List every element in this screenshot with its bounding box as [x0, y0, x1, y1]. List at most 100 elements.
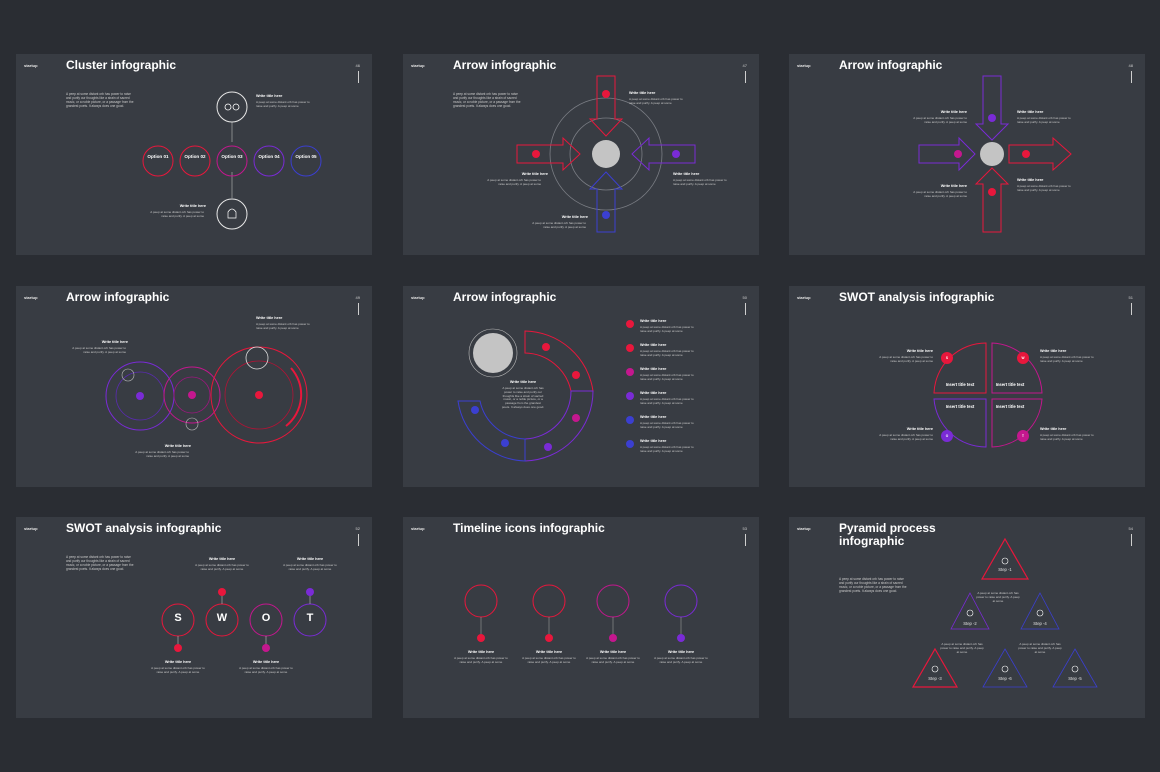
write-title: Write title here: [509, 380, 537, 384]
bell-icon: [664, 584, 698, 618]
swot-letter-w: W: [216, 612, 228, 624]
bell-icon: [931, 665, 939, 673]
slide-title: Arrow infographic: [453, 58, 557, 72]
brand-label: startup: [24, 295, 38, 300]
write-body: A peep at some distant orb has power to …: [72, 346, 126, 354]
write-title: Write title here: [467, 650, 495, 654]
slide-paragraph: A peep at some distant orb has power to …: [66, 555, 134, 571]
write-title: Write title here: [256, 94, 283, 98]
brand-label: startup: [797, 526, 811, 531]
write-body: A peep at some distant orb has power to …: [640, 445, 694, 453]
write-title: Write title here: [1017, 178, 1044, 182]
write-title: Write title here: [640, 367, 667, 371]
page-number: 53: [742, 526, 747, 531]
page-divider: [358, 71, 359, 83]
slide-arrow-48[interactable]: startup 48 Arrow infographic Write title…: [789, 54, 1145, 255]
write-body: A peep at some distant orb has power to …: [673, 178, 727, 186]
cluster-diagram: [142, 91, 322, 230]
write-body: A peep at some distant orb has power to …: [640, 397, 694, 405]
write-title: Write title here: [599, 650, 627, 654]
write-body: A peep at some distant orb has power to …: [640, 373, 694, 381]
page-number: 48: [1128, 63, 1133, 68]
step-1-label: Step -1: [998, 567, 1012, 572]
write-body: A peep at some distant orb has power to …: [640, 421, 694, 429]
write-body: A peep at some distant orb has power to …: [879, 433, 933, 441]
write-body: A peep at some distant orb has power to …: [151, 666, 205, 674]
insert-title-3: Insert title text: [945, 404, 975, 409]
slide-title: Arrow infographic: [66, 290, 170, 304]
write-title: Write title here: [640, 319, 667, 323]
write-title: Write title here: [101, 340, 128, 344]
write-body: A peep at some distant orb has power to …: [239, 666, 293, 674]
write-body: A peep at some distant orb has power to …: [640, 325, 694, 333]
slide-cluster[interactable]: startup 46 Cluster infographic A peep at…: [16, 54, 372, 255]
write-title: Write title here: [667, 650, 695, 654]
write-title: Write title here: [535, 650, 563, 654]
slide-title: Cluster infographic: [66, 58, 177, 72]
write-body: A peep at some distant orb has power to …: [150, 210, 204, 218]
brain-icon: [980, 142, 1004, 166]
pencil-icon: [532, 584, 566, 618]
slide-swot-51[interactable]: startup 51 SWOT analysis infographic S W…: [789, 286, 1145, 487]
slide-arrow-49[interactable]: startup 49 Arrow infographic Write title…: [16, 286, 372, 487]
page-divider: [745, 303, 746, 315]
write-title: Write title here: [1040, 349, 1067, 353]
step-2-label: Step -2: [963, 621, 977, 626]
write-body: A peep at some distant orb has power to …: [135, 450, 189, 458]
write-title: Write title here: [561, 215, 588, 219]
pencil-icon: [245, 346, 269, 370]
write-title: Write title here: [640, 439, 667, 443]
write-title: Write title here: [640, 415, 667, 419]
write-title: Write title here: [940, 184, 967, 188]
swot-o-badge: O: [945, 434, 949, 438]
page-number: 49: [355, 295, 360, 300]
write-title: Write title here: [521, 172, 548, 176]
write-title: Write title here: [208, 557, 236, 561]
page-number: 50: [742, 295, 747, 300]
binoculars-icon: [1001, 557, 1009, 565]
write-body: A peep at some distant orb has power to …: [256, 100, 310, 108]
write-title: Write title here: [673, 172, 700, 176]
page-divider: [1131, 71, 1132, 83]
slide-arrow-50[interactable]: startup 50 Arrow infographic Write title…: [403, 286, 759, 487]
step-5-label: Step -5: [1068, 676, 1082, 681]
slide-pyramid-54[interactable]: startup 54 Pyramid process infographic A…: [789, 517, 1145, 718]
write-body: A peep at some distant orb has power to …: [522, 656, 576, 664]
lightbulb-icon: [185, 417, 199, 431]
slide-title: SWOT analysis infographic: [839, 290, 995, 304]
page-number: 47: [742, 63, 747, 68]
bell-icon: [121, 368, 135, 382]
write-title: Write title here: [252, 660, 280, 664]
write-body: A peep at some distant orb has power to …: [1040, 355, 1094, 363]
bell-icon: [216, 198, 248, 230]
write-title: Write title here: [164, 444, 191, 448]
write-title: Write title here: [940, 110, 967, 114]
slide-timeline-53[interactable]: startup 53 Timeline icons infographic Wr…: [403, 517, 759, 718]
page-number: 54: [1128, 526, 1133, 531]
slide-title: Timeline icons infographic: [453, 521, 605, 535]
write-body: A peep at some distant orb has power to …: [586, 656, 640, 664]
brand-label: startup: [797, 295, 811, 300]
swot-w-badge: W: [1021, 356, 1025, 360]
slide-paragraph: A peep at some distant orb has power to …: [839, 577, 907, 593]
arrow-arc-diagram: [457, 320, 634, 462]
write-title: Write title here: [1040, 427, 1067, 431]
write-title: Write title here: [256, 316, 283, 320]
insert-title-2: Insert title text: [995, 382, 1025, 387]
write-body: A peep at some distant orb has power to …: [913, 190, 967, 198]
swot-letter-t: T: [306, 612, 314, 624]
arrow-gears-diagram: [105, 346, 308, 444]
write-body: A peep at some distant orb has power to …: [532, 221, 586, 229]
option-2-label: Option 02: [184, 154, 206, 159]
write-title: Write title here: [1017, 110, 1044, 114]
write-body: A peep at some distant orb has power to …: [195, 563, 249, 571]
pyramid-diagram: [911, 537, 1098, 688]
write-body: A peep at some distant orb has power to …: [640, 349, 694, 357]
page-divider: [1131, 303, 1132, 315]
slide-arrow-47[interactable]: startup 47 Arrow infographic A peep at s…: [403, 54, 759, 255]
slide-swot-52[interactable]: startup 52 SWOT analysis infographic A p…: [16, 517, 372, 718]
slide-title: SWOT analysis infographic: [66, 521, 222, 535]
brand-label: startup: [24, 526, 38, 531]
brand-label: startup: [797, 63, 811, 68]
slide-paragraph: A peep at some distant orb has power to …: [66, 92, 134, 108]
